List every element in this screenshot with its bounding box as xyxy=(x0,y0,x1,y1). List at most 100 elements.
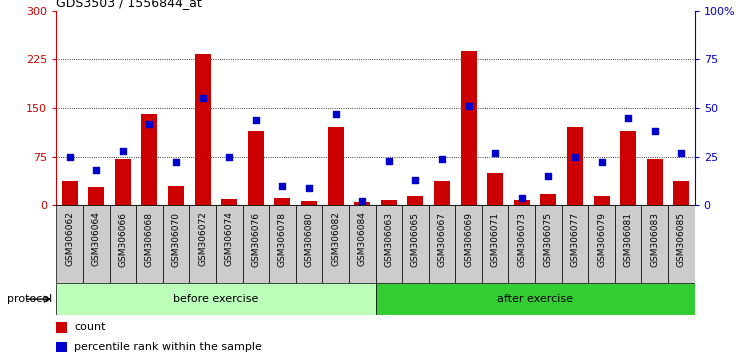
Text: GSM306077: GSM306077 xyxy=(571,212,580,267)
Bar xyxy=(535,205,562,283)
Bar xyxy=(567,127,583,205)
Point xyxy=(276,183,288,189)
Bar xyxy=(189,205,216,283)
Bar xyxy=(381,200,397,205)
Bar xyxy=(195,54,210,205)
Point xyxy=(516,195,528,200)
Bar xyxy=(168,186,184,205)
Point xyxy=(356,199,368,204)
Bar xyxy=(322,205,349,283)
Point xyxy=(542,173,554,179)
Point xyxy=(170,160,182,165)
Bar xyxy=(274,198,291,205)
Bar xyxy=(674,181,689,205)
Bar xyxy=(62,181,77,205)
Point xyxy=(675,150,687,156)
Bar xyxy=(514,200,529,205)
Point xyxy=(117,148,129,154)
Bar xyxy=(296,205,322,283)
Point xyxy=(197,96,209,101)
Bar xyxy=(222,199,237,205)
Text: GSM306071: GSM306071 xyxy=(490,212,499,267)
Point xyxy=(569,154,581,159)
Bar xyxy=(115,159,131,205)
Text: GSM306066: GSM306066 xyxy=(119,212,128,267)
Bar xyxy=(562,205,588,283)
Bar xyxy=(460,51,477,205)
Text: GSM306083: GSM306083 xyxy=(650,212,659,267)
Text: GSM306080: GSM306080 xyxy=(304,212,313,267)
Bar xyxy=(434,181,450,205)
Bar xyxy=(376,283,695,315)
Text: GSM306070: GSM306070 xyxy=(171,212,180,267)
Bar xyxy=(243,205,269,283)
Bar xyxy=(141,114,158,205)
Text: count: count xyxy=(74,322,105,332)
Bar xyxy=(429,205,455,283)
Text: GSM306074: GSM306074 xyxy=(225,212,234,267)
Bar xyxy=(376,205,402,283)
Point xyxy=(330,111,342,117)
Bar xyxy=(216,205,243,283)
Bar xyxy=(56,283,376,315)
Point xyxy=(409,177,421,183)
Point xyxy=(383,158,395,164)
Text: GSM306084: GSM306084 xyxy=(357,212,366,267)
Bar xyxy=(541,194,556,205)
Bar xyxy=(508,205,535,283)
Bar xyxy=(593,196,610,205)
Bar xyxy=(349,205,376,283)
Point xyxy=(622,115,634,120)
Text: GSM306078: GSM306078 xyxy=(278,212,287,267)
Point xyxy=(143,121,155,126)
Bar xyxy=(402,205,429,283)
Point xyxy=(223,154,235,159)
Text: before exercise: before exercise xyxy=(173,294,258,304)
Text: GSM306063: GSM306063 xyxy=(385,212,394,267)
Text: GSM306062: GSM306062 xyxy=(65,212,74,267)
Bar xyxy=(482,205,508,283)
Text: percentile rank within the sample: percentile rank within the sample xyxy=(74,342,262,352)
Text: GSM306069: GSM306069 xyxy=(464,212,473,267)
Point xyxy=(90,167,102,173)
Bar xyxy=(269,205,296,283)
Bar xyxy=(455,205,482,283)
Bar xyxy=(327,127,344,205)
Point xyxy=(250,117,262,122)
Text: GSM306067: GSM306067 xyxy=(438,212,447,267)
Bar xyxy=(668,205,695,283)
Bar xyxy=(56,322,68,333)
Text: protocol: protocol xyxy=(8,294,53,304)
Bar xyxy=(89,187,104,205)
Bar xyxy=(641,205,668,283)
Bar xyxy=(110,205,136,283)
Text: GSM306075: GSM306075 xyxy=(544,212,553,267)
Bar xyxy=(56,342,68,352)
Text: GSM306064: GSM306064 xyxy=(92,212,101,267)
Text: GSM306076: GSM306076 xyxy=(252,212,261,267)
Text: GSM306072: GSM306072 xyxy=(198,212,207,267)
Bar xyxy=(301,201,317,205)
Text: GSM306081: GSM306081 xyxy=(623,212,632,267)
Point xyxy=(463,103,475,109)
Bar xyxy=(647,159,663,205)
Text: after exercise: after exercise xyxy=(497,294,573,304)
Point xyxy=(303,185,315,190)
Bar xyxy=(163,205,189,283)
Bar xyxy=(83,205,110,283)
Text: GSM306085: GSM306085 xyxy=(677,212,686,267)
Bar xyxy=(354,202,370,205)
Text: GSM306065: GSM306065 xyxy=(411,212,420,267)
Text: GSM306073: GSM306073 xyxy=(517,212,526,267)
Point xyxy=(649,129,661,134)
Point xyxy=(596,160,608,165)
Text: GSM306079: GSM306079 xyxy=(597,212,606,267)
Bar xyxy=(248,131,264,205)
Bar xyxy=(408,195,424,205)
Bar xyxy=(136,205,163,283)
Bar xyxy=(487,173,503,205)
Point xyxy=(64,154,76,159)
Text: GDS3503 / 1556844_at: GDS3503 / 1556844_at xyxy=(56,0,202,10)
Bar xyxy=(615,205,641,283)
Text: GSM306068: GSM306068 xyxy=(145,212,154,267)
